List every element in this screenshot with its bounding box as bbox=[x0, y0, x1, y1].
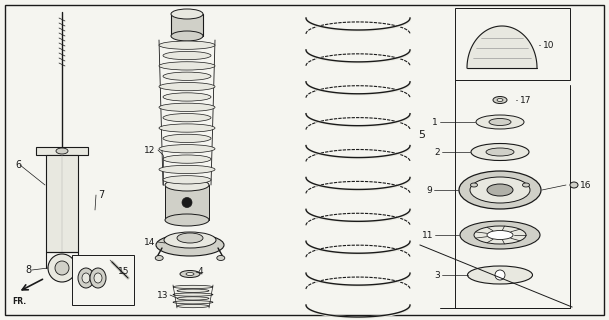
Bar bbox=[46, 155, 78, 252]
Ellipse shape bbox=[177, 297, 209, 300]
Ellipse shape bbox=[217, 255, 225, 260]
Text: 6: 6 bbox=[15, 160, 21, 170]
Ellipse shape bbox=[523, 183, 529, 187]
Text: 9: 9 bbox=[426, 186, 432, 195]
Ellipse shape bbox=[471, 143, 529, 161]
Ellipse shape bbox=[468, 266, 532, 284]
Ellipse shape bbox=[474, 226, 526, 244]
Ellipse shape bbox=[163, 93, 211, 101]
Bar bbox=[165, 185, 209, 220]
Ellipse shape bbox=[159, 124, 215, 132]
Text: 10: 10 bbox=[543, 41, 555, 50]
Ellipse shape bbox=[487, 230, 513, 239]
Ellipse shape bbox=[165, 214, 209, 226]
Ellipse shape bbox=[82, 273, 90, 283]
Ellipse shape bbox=[177, 233, 203, 243]
Text: 2: 2 bbox=[434, 148, 440, 156]
Ellipse shape bbox=[56, 148, 68, 154]
Ellipse shape bbox=[476, 115, 524, 129]
Text: 4: 4 bbox=[198, 268, 203, 276]
Ellipse shape bbox=[163, 114, 211, 122]
Text: FR.: FR. bbox=[12, 298, 26, 307]
Text: 1: 1 bbox=[432, 117, 438, 126]
Text: 7: 7 bbox=[98, 190, 104, 200]
Ellipse shape bbox=[165, 179, 209, 191]
Circle shape bbox=[55, 261, 69, 275]
Ellipse shape bbox=[177, 304, 209, 308]
Ellipse shape bbox=[171, 9, 203, 19]
Bar bbox=[36, 147, 88, 155]
Ellipse shape bbox=[471, 183, 477, 187]
Ellipse shape bbox=[173, 293, 213, 296]
Ellipse shape bbox=[460, 221, 540, 249]
Text: 14: 14 bbox=[144, 237, 155, 246]
Ellipse shape bbox=[171, 31, 203, 41]
Text: 5: 5 bbox=[418, 130, 425, 140]
Ellipse shape bbox=[173, 300, 213, 304]
Text: 8: 8 bbox=[25, 265, 31, 275]
Ellipse shape bbox=[186, 273, 194, 276]
Text: 16: 16 bbox=[580, 180, 591, 189]
Circle shape bbox=[182, 197, 192, 207]
Ellipse shape bbox=[159, 62, 215, 70]
Ellipse shape bbox=[159, 41, 215, 49]
Circle shape bbox=[495, 270, 505, 280]
Text: 3: 3 bbox=[434, 270, 440, 279]
Ellipse shape bbox=[159, 145, 215, 153]
Ellipse shape bbox=[78, 268, 94, 288]
Polygon shape bbox=[467, 26, 537, 68]
Circle shape bbox=[48, 254, 76, 282]
Ellipse shape bbox=[159, 103, 215, 111]
Ellipse shape bbox=[570, 182, 578, 188]
Ellipse shape bbox=[493, 97, 507, 103]
Text: 12: 12 bbox=[144, 146, 155, 155]
Ellipse shape bbox=[163, 52, 211, 60]
Bar bbox=[72, 255, 134, 305]
Text: 17: 17 bbox=[520, 95, 532, 105]
Ellipse shape bbox=[470, 177, 530, 203]
Ellipse shape bbox=[163, 176, 211, 184]
Ellipse shape bbox=[159, 165, 215, 174]
Ellipse shape bbox=[177, 289, 209, 292]
Ellipse shape bbox=[489, 118, 511, 125]
Ellipse shape bbox=[90, 268, 106, 288]
Ellipse shape bbox=[487, 184, 513, 196]
Ellipse shape bbox=[173, 285, 213, 289]
Ellipse shape bbox=[459, 171, 541, 209]
Ellipse shape bbox=[163, 155, 211, 163]
Ellipse shape bbox=[159, 83, 215, 91]
Bar bbox=[455, 8, 570, 80]
Text: 13: 13 bbox=[157, 291, 168, 300]
Ellipse shape bbox=[155, 255, 163, 260]
Bar bbox=[171, 14, 203, 36]
Ellipse shape bbox=[486, 148, 514, 156]
Ellipse shape bbox=[156, 234, 224, 256]
Ellipse shape bbox=[497, 99, 503, 101]
Ellipse shape bbox=[163, 72, 211, 80]
Text: 11: 11 bbox=[421, 230, 433, 239]
Ellipse shape bbox=[180, 270, 200, 277]
Ellipse shape bbox=[94, 273, 102, 283]
Ellipse shape bbox=[163, 134, 211, 142]
Ellipse shape bbox=[164, 232, 216, 248]
Text: 15: 15 bbox=[118, 268, 130, 276]
